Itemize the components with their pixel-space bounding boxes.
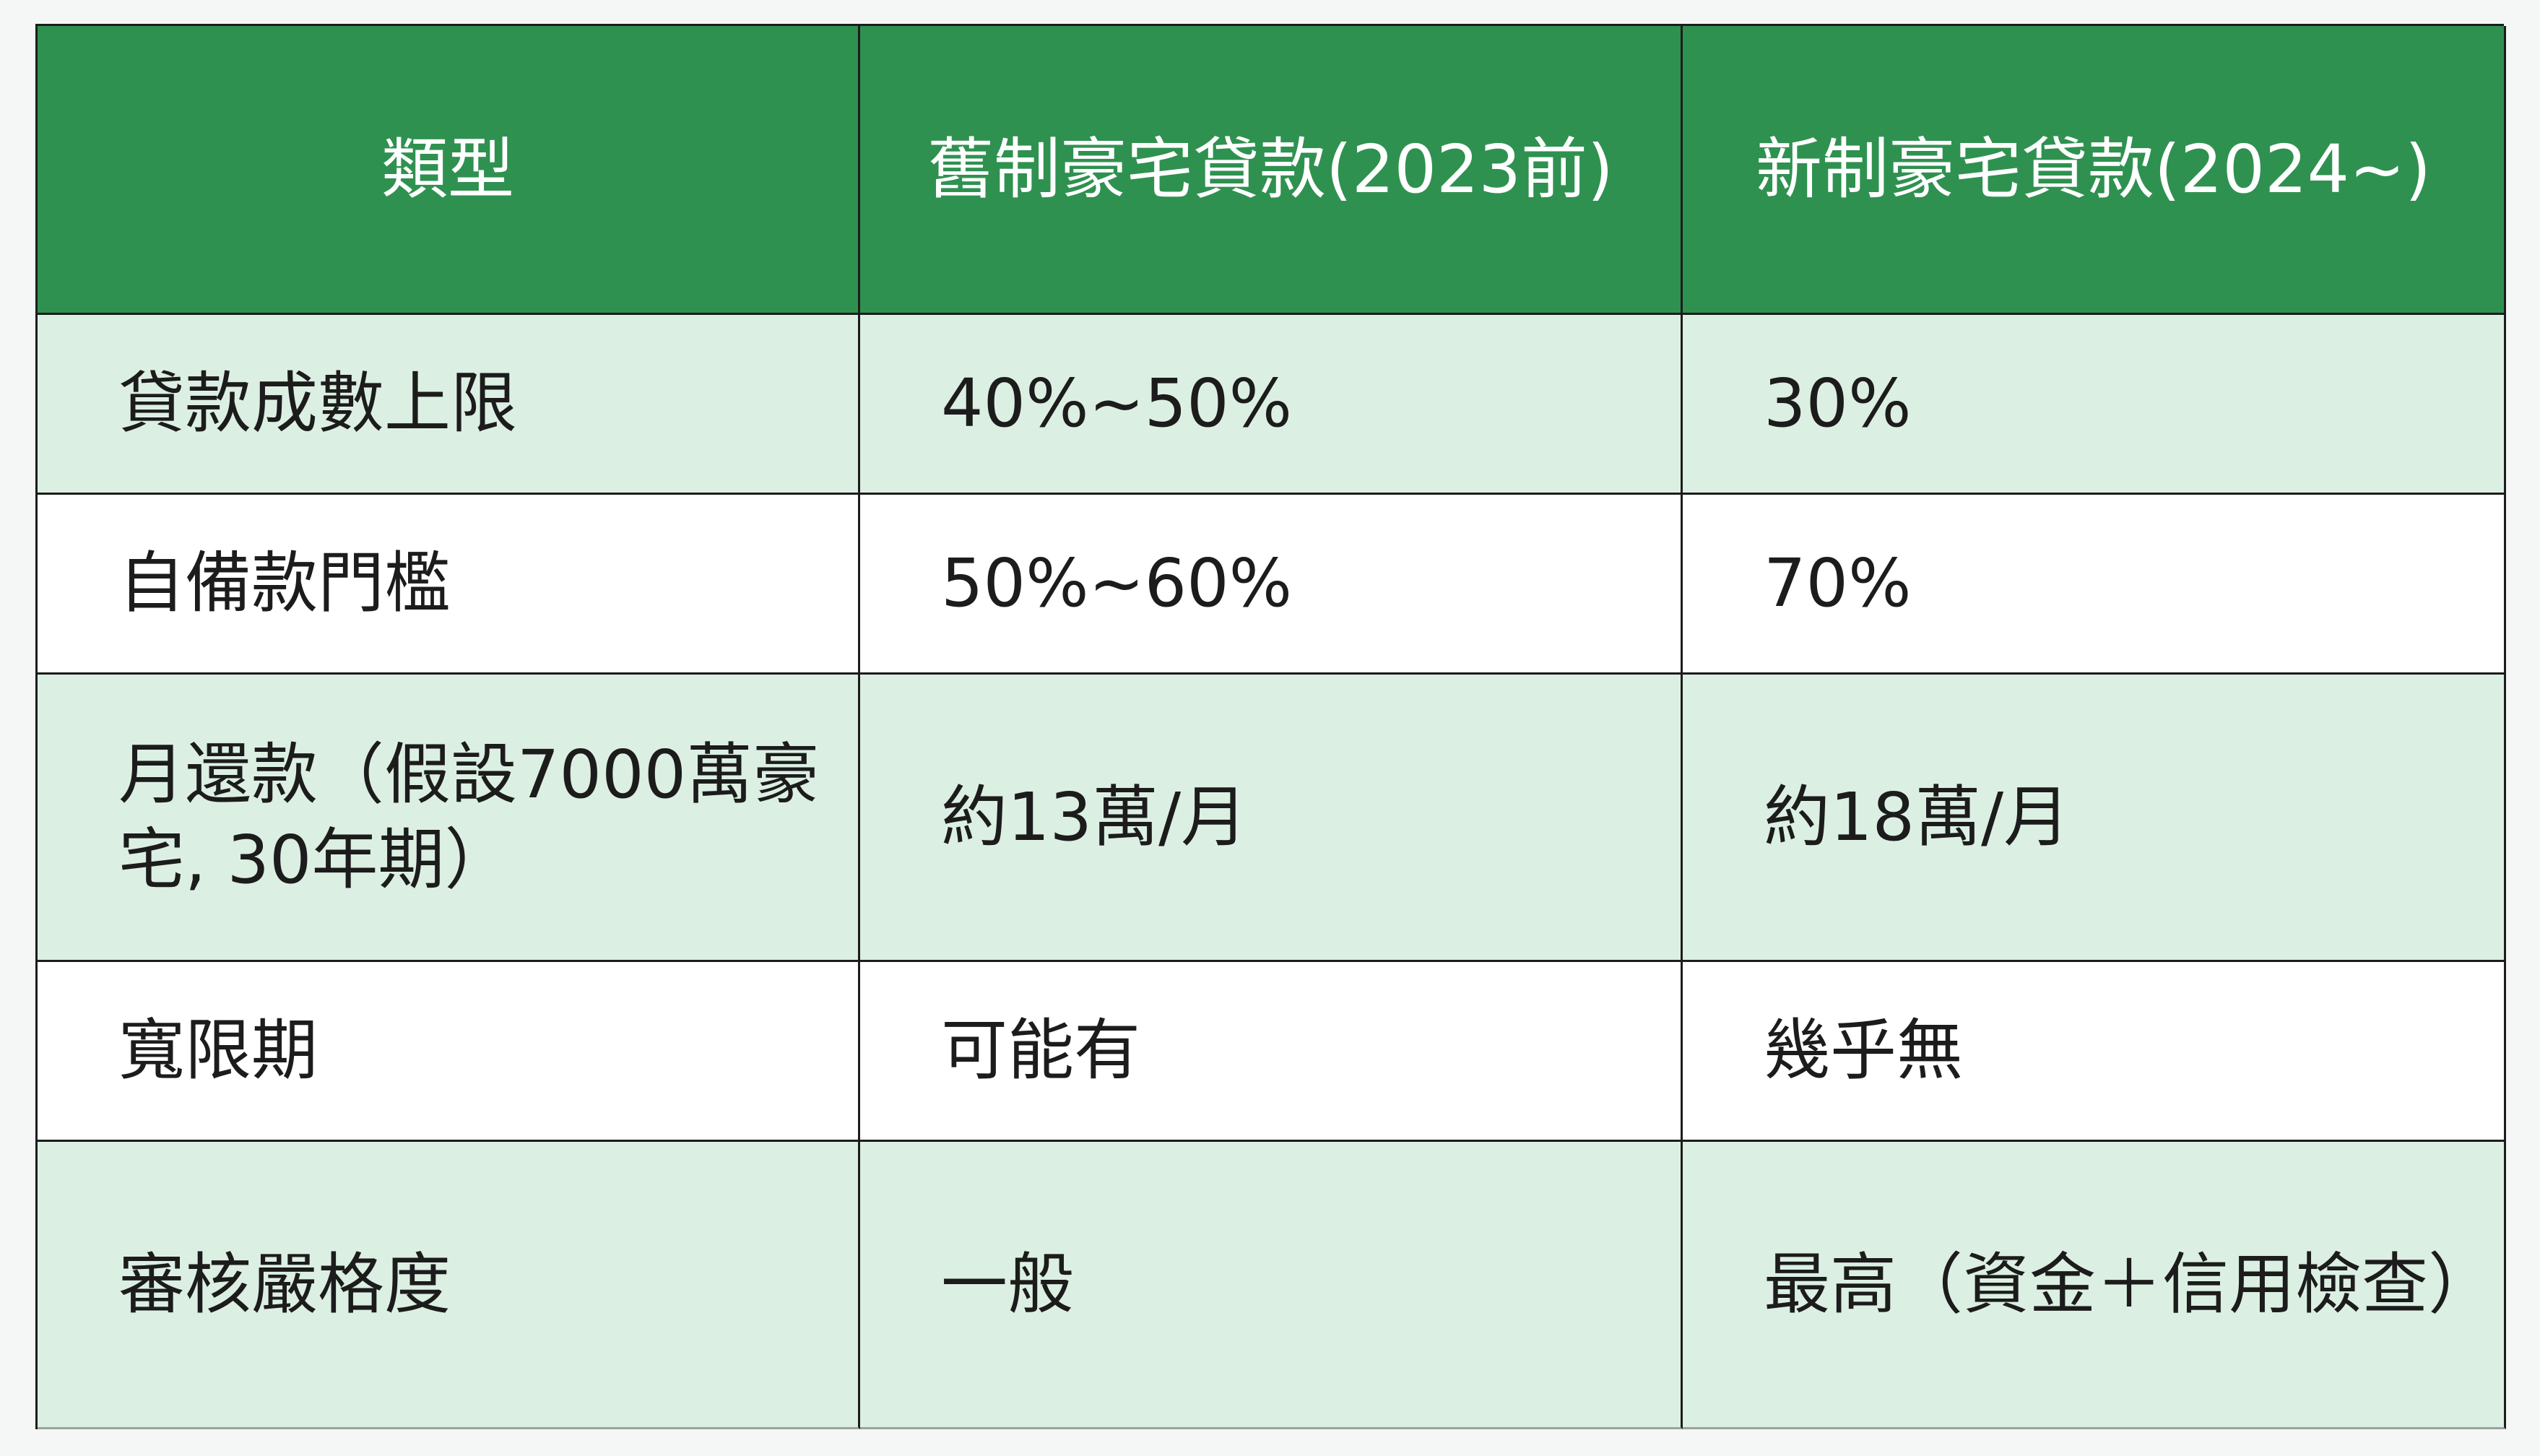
old-system-value: 50%~60% xyxy=(860,495,1683,675)
table-row: 月還款（假設7000萬豪宅, 30年期） 約13萬/月 約18萬/月 xyxy=(38,675,2506,962)
new-system-value: 約18萬/月 xyxy=(1683,675,2506,962)
old-system-value: 可能有 xyxy=(860,962,1683,1142)
new-system-value: 最高（資金＋信用檢查） xyxy=(1683,1142,2506,1429)
table-header-row: 類型 舊制豪宅貸款(2023前) 新制豪宅貸款(2024~) xyxy=(38,26,2506,315)
new-system-value: 30% xyxy=(1683,315,2506,495)
table-row: 貸款成數上限 40%~50% 30% xyxy=(38,315,2506,495)
old-system-value: 一般 xyxy=(860,1142,1683,1429)
table-row: 審核嚴格度 一般 最高（資金＋信用檢查） xyxy=(38,1142,2506,1429)
header-old-system: 舊制豪宅貸款(2023前) xyxy=(860,26,1683,315)
old-system-value: 40%~50% xyxy=(860,315,1683,495)
comparison-table: 類型 舊制豪宅貸款(2023前) 新制豪宅貸款(2024~) 貸款成數上限 40… xyxy=(35,24,2506,1429)
header-type: 類型 xyxy=(38,26,860,315)
header-new-system: 新制豪宅貸款(2024~) xyxy=(1683,26,2506,315)
row-label: 貸款成數上限 xyxy=(38,315,860,495)
row-label: 月還款（假設7000萬豪宅, 30年期） xyxy=(38,675,860,962)
row-label: 審核嚴格度 xyxy=(38,1142,860,1429)
table-row: 自備款門檻 50%~60% 70% xyxy=(38,495,2506,675)
row-label: 自備款門檻 xyxy=(38,495,860,675)
table-row: 寬限期 可能有 幾乎無 xyxy=(38,962,2506,1142)
new-system-value: 幾乎無 xyxy=(1683,962,2506,1142)
new-system-value: 70% xyxy=(1683,495,2506,675)
row-label: 寬限期 xyxy=(38,962,860,1142)
old-system-value: 約13萬/月 xyxy=(860,675,1683,962)
